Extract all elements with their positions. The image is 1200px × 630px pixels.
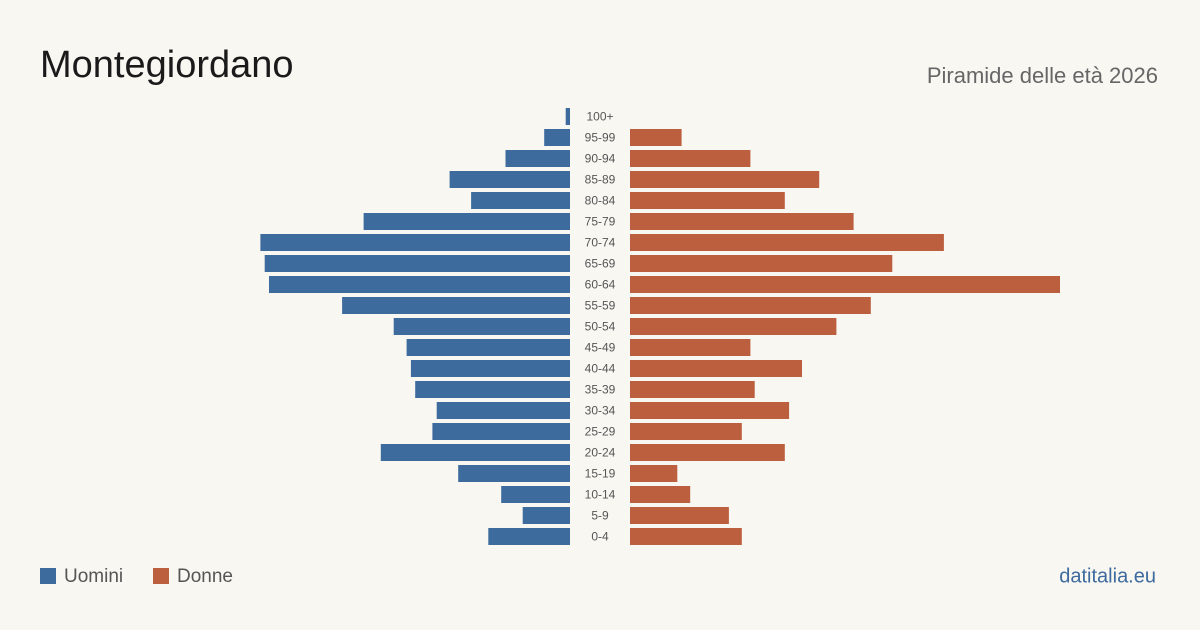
bar [406, 339, 570, 356]
bar [630, 360, 802, 377]
bar [269, 276, 570, 293]
age-label: 20-24 [585, 446, 616, 460]
bar [505, 150, 570, 167]
legend-swatch [40, 568, 56, 584]
age-label: 80-84 [585, 194, 616, 208]
bar [630, 213, 854, 230]
legend-swatch [153, 568, 169, 584]
bar [415, 381, 570, 398]
bar [264, 255, 570, 272]
bar [471, 192, 570, 209]
age-label: 95-99 [585, 131, 616, 145]
bar [501, 486, 570, 503]
bar [410, 360, 570, 377]
bar [630, 234, 944, 251]
bar [630, 423, 742, 440]
bar [630, 318, 837, 335]
bar [449, 171, 570, 188]
chart-subtitle: Piramide delle età 2026 [927, 63, 1158, 88]
bar [630, 528, 742, 545]
bar [458, 465, 570, 482]
bar [630, 465, 678, 482]
age-label: 10-14 [585, 488, 616, 502]
age-label: 60-64 [585, 278, 616, 292]
bar [380, 444, 570, 461]
bar [630, 255, 893, 272]
legend-label: Uomini [64, 566, 123, 587]
age-label: 85-89 [585, 173, 616, 187]
bar [565, 108, 570, 125]
bar [630, 297, 871, 314]
source: datitalia.eu [1059, 565, 1156, 587]
bar [432, 423, 570, 440]
bar [630, 171, 820, 188]
bar [630, 507, 729, 524]
age-label: 55-59 [585, 299, 616, 313]
age-label: 35-39 [585, 383, 616, 397]
bar [342, 297, 570, 314]
bar [363, 213, 570, 230]
bar [630, 486, 691, 503]
bar [630, 444, 785, 461]
age-label: 70-74 [585, 236, 616, 250]
age-label: 25-29 [585, 425, 616, 439]
age-label: 45-49 [585, 341, 616, 355]
age-label: 100+ [586, 110, 613, 124]
bar [630, 381, 755, 398]
bar [544, 129, 570, 146]
bar [630, 276, 1060, 293]
bar [630, 150, 751, 167]
bar [630, 129, 682, 146]
bar [522, 507, 570, 524]
age-label: 65-69 [585, 257, 616, 271]
bar [488, 528, 570, 545]
age-label: 30-34 [585, 404, 616, 418]
bar [630, 402, 790, 419]
bar [630, 339, 751, 356]
age-label: 0-4 [591, 530, 609, 544]
bar [393, 318, 570, 335]
age-label: 15-19 [585, 467, 616, 481]
chart-title: Montegiordano [40, 44, 294, 86]
age-label: 40-44 [585, 362, 616, 376]
age-label: 50-54 [585, 320, 616, 334]
bar [260, 234, 570, 251]
bar [436, 402, 570, 419]
age-label: 90-94 [585, 152, 616, 166]
bar [630, 192, 785, 209]
age-label: 5-9 [591, 509, 609, 523]
age-label: 75-79 [585, 215, 616, 229]
legend-label: Donne [177, 566, 233, 587]
